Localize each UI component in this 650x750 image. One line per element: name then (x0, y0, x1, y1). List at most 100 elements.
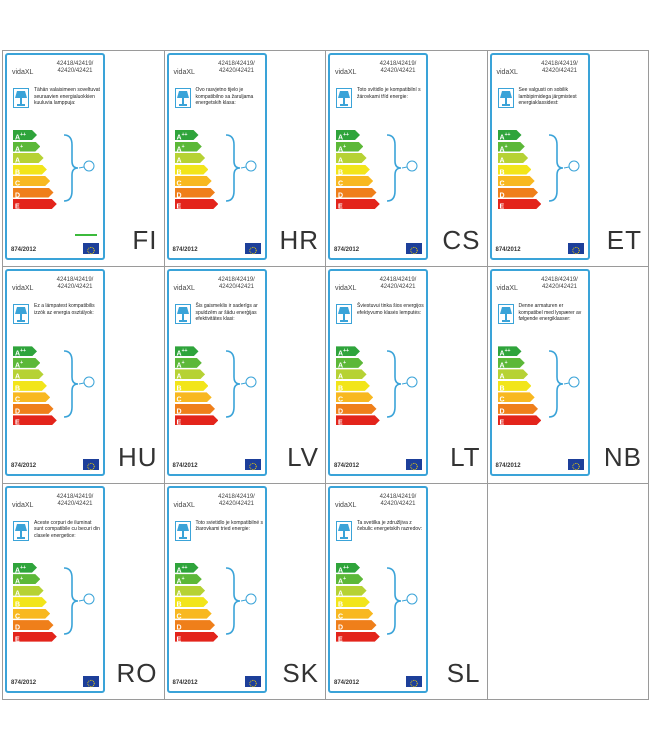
lamp-icon-box (174, 304, 191, 325)
brand-name: vidaXL (12, 69, 34, 76)
regulation-number: 874/2012 (172, 463, 198, 470)
compatibility-text: Ez a lámpatest kompatibilis izzók az ene… (34, 303, 95, 316)
energy-label-card: vidaXL 42418/42419/42420/42421 Ovo rasvj… (166, 53, 267, 260)
energy-class-arrow: A+ (336, 358, 363, 368)
energy-class-arrow: E (13, 415, 57, 425)
lamp-icon-box (497, 88, 514, 108)
lamp-icon-box (174, 88, 191, 108)
brand-name: vidaXL (335, 69, 357, 76)
regulation-number: 874/2012 (334, 463, 360, 470)
compatibility-text: Toto svítidlo je kompatibilní s žárovkam… (357, 87, 421, 100)
energy-label-card: vidaXL 42418/42419/42420/42421 Tähän val… (5, 53, 105, 260)
brace-bulb-icon (225, 566, 256, 635)
energy-label-card: vidaXL 42418/42419/42420/42421 Toto svie… (166, 485, 267, 693)
energy-class-arrow: B (175, 165, 209, 175)
energy-class-arrow: A+ (175, 358, 202, 368)
energy-class-arrow: C (13, 392, 50, 402)
grid-cell: vidaXL 42418/42419/42420/42421 Ovo rasvj… (164, 51, 326, 268)
eu-flag-icon (567, 459, 584, 471)
energy-label-card: vidaXL 42418/42419/42420/42421 Ez a lámp… (5, 269, 105, 477)
energy-class-arrow: D (13, 404, 54, 414)
eu-flag-icon (406, 459, 422, 471)
energy-label-card: vidaXL 42418/42419/42420/42421 Šviestuvu… (328, 269, 428, 477)
brace-bulb (224, 566, 260, 641)
energy-class-arrow: B (175, 597, 209, 607)
energy-class-arrow: A (336, 369, 367, 379)
energy-class-arrow: D (336, 404, 377, 414)
energy-class-arrow: C (175, 392, 212, 402)
energy-label-card: vidaXL 42418/42419/42420/42421 Aceste co… (5, 485, 105, 693)
energy-label-card: vidaXL 42418/42419/42420/42421 Toto svít… (328, 53, 428, 260)
energy-class-scale: A++ A+ A B C D E (175, 346, 219, 427)
brace-bulb (547, 133, 583, 208)
energy-class-arrow: E (13, 632, 57, 642)
energy-class-arrow: B (498, 381, 532, 391)
language-code: HR (279, 225, 319, 256)
language-code: HU (117, 441, 158, 472)
energy-class-arrow: A+ (13, 142, 40, 152)
brace-bulb-icon (548, 350, 579, 419)
energy-class-arrow: B (498, 165, 532, 175)
energy-class-arrow: E (336, 415, 380, 425)
energy-class-arrow: B (336, 597, 370, 607)
energy-class-arrow: E (175, 632, 219, 642)
brace-bulb-icon (548, 134, 579, 202)
brace-bulb (547, 349, 583, 424)
compatibility-text: Šis gaismeklis ir saderīgs ar spuldzēm a… (195, 303, 258, 323)
energy-class-arrow: C (498, 176, 535, 186)
brand-name: vidaXL (12, 285, 34, 293)
energy-class-scale: A++ A+ A B C D E (498, 130, 542, 211)
energy-class-arrow: E (498, 199, 542, 209)
energy-class-arrow: E (175, 415, 219, 425)
grid-cell: vidaXL 42418/42419/42420/42421 Tähän val… (3, 51, 165, 268)
lamp-icon (176, 523, 189, 539)
energy-class-arrow: A (336, 153, 367, 163)
energy-class-arrow: A++ (336, 346, 360, 356)
energy-class-arrow: D (13, 188, 54, 198)
lamp-icon-box (174, 520, 191, 541)
energy-class-arrow: A (175, 153, 206, 163)
language-code: SK (282, 657, 319, 688)
energy-class-arrow: D (13, 620, 54, 630)
energy-class-scale: A++ A+ A B C D E (336, 563, 380, 644)
grid-cell: vidaXL 42418/42419/42420/42421 Toto svít… (326, 51, 488, 268)
energy-class-arrow: D (175, 620, 216, 630)
energy-class-arrow: A++ (498, 130, 522, 140)
eu-flag-icon (83, 675, 99, 687)
eu-flag-icon (406, 675, 422, 687)
language-code: RO (116, 657, 158, 688)
model-numbers: 42418/42419/42420/42421 (379, 277, 417, 291)
energy-class-arrow: D (336, 188, 377, 198)
label-grid: vidaXL 42418/42419/42420/42421 Tähän val… (2, 50, 649, 700)
lamp-icon-box (13, 304, 29, 325)
lamp-icon (338, 307, 350, 323)
energy-label-card: vidaXL 42418/42419/42420/42421 Šis gaism… (166, 269, 267, 477)
energy-class-arrow: C (13, 609, 50, 619)
energy-class-arrow: A++ (13, 563, 37, 573)
language-code: FI (132, 225, 158, 256)
energy-class-scale: A++ A+ A B C D E (498, 346, 542, 427)
energy-class-arrow: C (336, 392, 373, 402)
energy-class-arrow: A (175, 586, 206, 596)
brace-bulb (224, 349, 260, 424)
compatibility-text: Tähän valaisimeen soveltuvat seuraavien … (34, 87, 100, 106)
energy-class-arrow: A+ (336, 142, 363, 152)
lamp-icon (499, 91, 512, 106)
eu-flag-icon (244, 459, 261, 471)
brace-bulb (62, 133, 98, 208)
energy-class-arrow: C (175, 176, 212, 186)
energy-class-arrow: A++ (336, 563, 360, 573)
lamp-icon (15, 91, 27, 106)
eu-flag-icon (244, 243, 261, 255)
compatibility-text: Toto svietidlo je kompatibilné s žiarovk… (195, 519, 264, 533)
energy-class-arrow: A+ (175, 142, 202, 152)
regulation-number: 874/2012 (334, 247, 360, 253)
energy-class-arrow: A++ (336, 130, 360, 140)
energy-class-arrow: E (336, 632, 380, 642)
brand-name: vidaXL (496, 69, 518, 76)
grid-cell (487, 483, 649, 700)
energy-class-scale: A++ A+ A B C D E (175, 563, 219, 644)
green-line (75, 234, 97, 236)
brace-bulb-icon (386, 134, 418, 202)
energy-class-scale: A++ A+ A B C D E (336, 346, 380, 427)
